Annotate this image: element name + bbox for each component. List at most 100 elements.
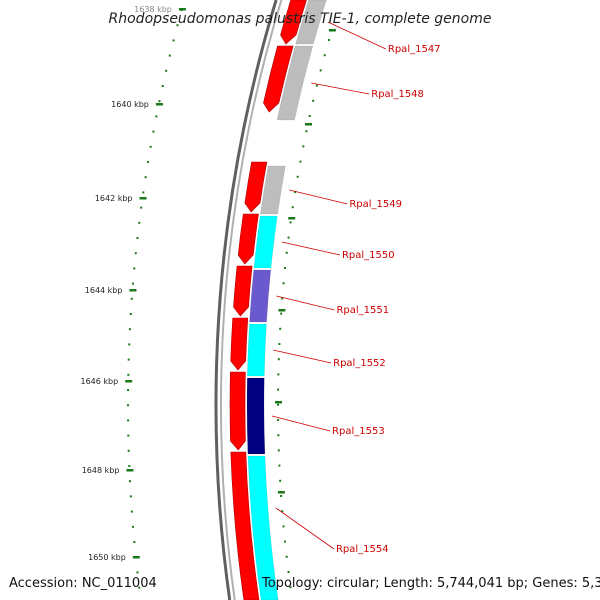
map-title: Rhodopseudomonas palustris TIE-1, comple…: [109, 11, 492, 27]
kbp-tick: [275, 401, 282, 404]
forward-gene-arrow: [280, 0, 307, 45]
kbp-tick-label: 1648 kbp: [82, 466, 120, 475]
minor-tick: [279, 327, 282, 330]
minor-tick: [127, 358, 130, 361]
kbp-tick: [278, 309, 286, 312]
minor-tick: [278, 343, 281, 345]
gene-block-rpal-1547: [295, 0, 327, 45]
kbp-tick: [178, 8, 186, 11]
kbp-tick: [304, 123, 312, 126]
minor-tick: [129, 495, 132, 498]
kbp-tick: [288, 217, 296, 220]
minor-tick: [138, 586, 141, 589]
topology-text: Topology: circular; Length: 5,744,041 bp…: [261, 576, 600, 591]
minor-tick: [289, 586, 292, 589]
gene-label-leader: [276, 295, 335, 311]
gene-label-leader: [273, 349, 332, 364]
gene-label-leader: [275, 507, 335, 550]
forward-gene-arrow: [233, 265, 253, 317]
gene-label: Rpal_1552: [333, 358, 386, 369]
minor-tick: [130, 510, 133, 513]
minor-tick: [144, 176, 147, 179]
minor-tick: [294, 191, 297, 193]
minor-tick: [140, 206, 143, 209]
reverse-strand-genes: [246, 0, 327, 600]
gene-block-rpal-1554: [247, 455, 279, 600]
minor-tick: [133, 541, 136, 543]
minor-tick: [128, 328, 131, 331]
minor-tick: [161, 85, 164, 87]
gene-label: Rpal_1548: [371, 89, 424, 100]
minor-tick: [136, 571, 139, 574]
forward-gene-arrow: [230, 451, 260, 600]
minor-tick: [136, 237, 139, 239]
minor-tick: [277, 419, 280, 421]
minor-tick: [127, 373, 130, 376]
gene-label-leader: [281, 241, 341, 256]
backbone-line-light: [220, 0, 283, 600]
minor-tick: [281, 297, 284, 300]
minor-tick: [282, 282, 285, 285]
minor-tick: [128, 480, 131, 483]
kbp-tick: [155, 103, 163, 106]
minor-tick: [277, 358, 280, 361]
minor-tick: [127, 389, 130, 391]
minor-tick-marks: [127, 9, 330, 589]
minor-tick: [285, 251, 288, 254]
kbp-scale: 1638 kbp 1640 kbp 1642 kbp 1644 kbp 1646 kbp…: [80, 5, 336, 562]
gene-label-leader: [271, 415, 331, 432]
gene-block-rpal-1549: [260, 165, 286, 215]
kbp-tick-label: 1650 kbp: [88, 553, 126, 562]
gene-label-leader: [311, 82, 370, 95]
minor-tick: [327, 39, 330, 41]
kbp-tick-label: 1646 kbp: [80, 377, 118, 386]
minor-tick: [284, 267, 287, 269]
minor-tick: [149, 145, 152, 148]
minor-tick: [158, 100, 161, 103]
gene-label: Rpal_1547: [388, 44, 441, 55]
minor-tick: [308, 115, 311, 117]
minor-tick: [155, 115, 158, 118]
minor-tick: [279, 479, 282, 482]
minor-tick: [299, 160, 302, 163]
gene-label: Rpal_1550: [342, 250, 395, 261]
kbp-tick-label: 1644 kbp: [85, 286, 123, 295]
kbp-tick: [277, 491, 285, 494]
minor-tick: [287, 236, 290, 239]
gene-block-rpal-1550: [253, 215, 278, 269]
minor-tick: [281, 510, 284, 513]
minor-tick: [277, 403, 279, 406]
gene-label-leader: [289, 189, 348, 205]
minor-tick: [289, 221, 292, 224]
kbp-tick-label: 1638 kbp: [134, 5, 172, 14]
minor-tick: [128, 343, 131, 346]
forward-gene-arrow: [230, 317, 249, 371]
minor-tick: [127, 434, 130, 437]
minor-tick: [130, 297, 133, 300]
minor-tick: [291, 206, 294, 209]
minor-tick: [131, 282, 134, 285]
accession-text: Accession: NC_011004: [9, 576, 157, 591]
kbp-tick: [328, 29, 336, 32]
minor-tick: [134, 252, 137, 255]
gene-label: Rpal_1553: [332, 426, 385, 437]
gene-label: Rpal_1549: [349, 199, 402, 210]
minor-tick: [280, 312, 283, 315]
genome-backbone: [214, 0, 283, 600]
minor-tick: [129, 313, 132, 315]
minor-tick: [277, 388, 280, 391]
forward-gene-arrow: [263, 45, 294, 113]
minor-tick: [128, 465, 131, 467]
minor-tick: [323, 54, 326, 57]
minor-tick: [280, 495, 283, 497]
minor-tick: [172, 39, 175, 42]
minor-tick: [127, 404, 129, 407]
kbp-tick: [132, 556, 140, 559]
backbone-line-dark: [214, 0, 278, 600]
gene-label: Rpal_1554: [336, 544, 389, 555]
kbp-tick-label: 1640 kbp: [111, 100, 149, 109]
minor-tick: [285, 555, 288, 558]
kbp-tick: [129, 289, 137, 292]
forward-gene-arrow: [229, 371, 246, 451]
gene-block-rpal-1551: [249, 269, 272, 323]
